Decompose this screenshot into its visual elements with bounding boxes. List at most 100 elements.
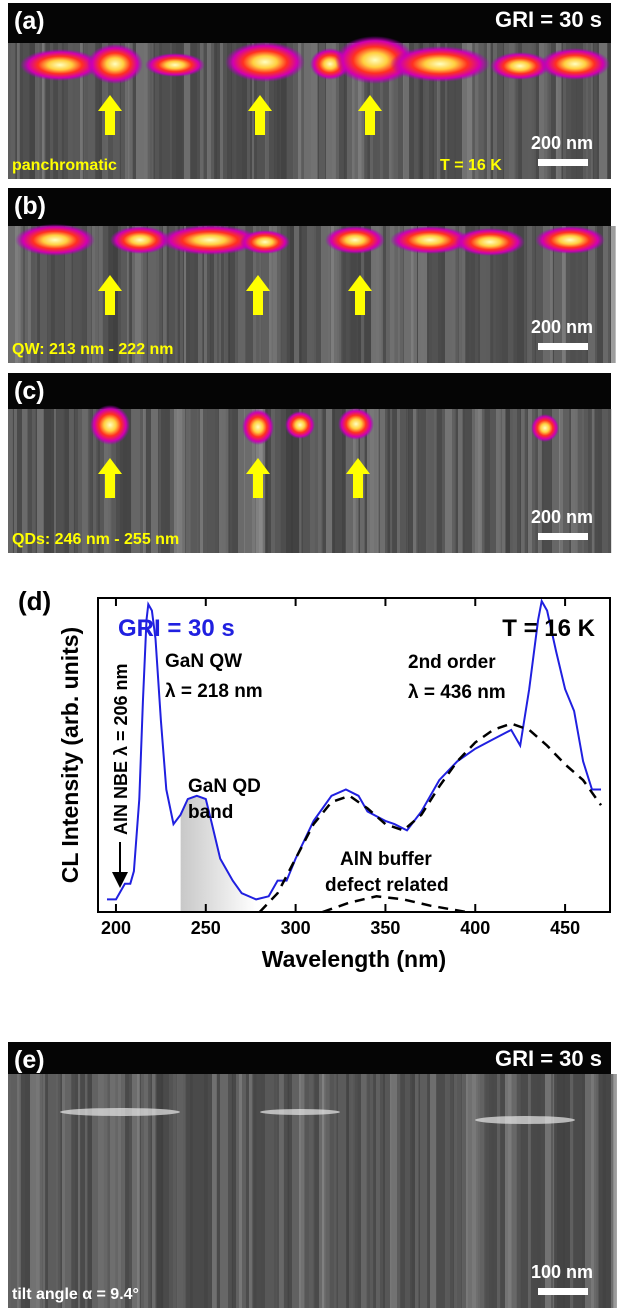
image-texture [588,226,598,363]
image-texture [552,409,560,553]
panel-label: (a) [14,7,45,35]
image-texture [524,226,527,363]
image-texture [462,1074,468,1308]
image-texture [607,43,611,179]
image-texture [217,226,220,363]
image-texture [165,409,170,553]
image-texture [322,1074,325,1308]
image-texture [252,1074,260,1308]
image-texture [420,1074,428,1308]
image-texture [414,43,419,179]
image-texture [462,226,466,363]
image-texture [265,1074,275,1308]
image-texture [277,43,280,179]
image-texture [557,1074,565,1308]
annotation: T = 16 K [502,615,595,642]
image-texture [591,1074,598,1308]
image-texture [148,226,160,363]
image-texture [136,43,148,179]
image-texture [427,1074,431,1308]
image-texture [551,1074,554,1308]
scale-bar-label: 100 nm [531,1262,593,1282]
image-texture [299,1074,305,1308]
image-texture [30,43,39,179]
cl-emission [15,224,95,256]
image-texture [465,409,474,553]
image-texture [319,43,326,179]
image-texture [14,409,17,553]
image-texture [127,226,130,363]
image-texture [452,226,459,363]
image-texture [522,43,532,179]
image-texture [563,1074,574,1308]
image-texture [71,1074,81,1308]
image-texture [389,43,394,179]
image-texture [318,409,323,553]
image-texture [51,409,63,553]
image-texture [475,226,479,363]
image-texture [326,409,333,553]
image-texture [286,409,294,553]
image-texture [69,409,74,553]
image-texture [479,1074,486,1308]
cl-emission [90,405,130,445]
image-texture [242,43,251,179]
image-texture [586,43,589,179]
yellow-arrow [98,95,122,135]
image-texture [352,43,362,179]
image-texture [543,226,553,363]
image-texture [361,1074,368,1308]
image-texture [273,226,277,363]
image-texture [137,1074,140,1308]
scale-bar-label: 200 nm [531,507,593,527]
image-texture [88,1074,93,1308]
plot-frame [97,597,611,913]
image-texture [383,43,389,179]
image-texture [582,226,586,363]
image-texture [135,226,147,363]
image-texture [88,409,93,553]
x-tick-label: 400 [460,918,490,938]
image-texture [163,226,167,363]
image-texture [147,409,153,553]
cl-emission [242,409,274,445]
cl-emission [335,36,415,84]
image-texture [452,409,456,553]
image-texture [57,409,64,553]
micrograph: (b) QW: 213 nm - 222 nm 200 nm [8,188,616,363]
image-texture [304,43,311,179]
image-texture [309,1074,313,1308]
image-texture [17,1074,21,1308]
image-texture [204,226,210,363]
image-texture [490,226,494,363]
image-texture [307,226,317,363]
image-texture [121,226,128,363]
scale-bar-label: 200 nm [531,133,593,153]
scale-bar [538,159,588,166]
image-texture [184,226,187,363]
image-texture [571,226,579,363]
image-texture [525,409,528,553]
image-texture [445,1074,454,1308]
image-texture [416,409,421,553]
image-texture [483,43,488,179]
image-texture [189,409,199,553]
panel-note: QDs: 246 nm - 255 nm [12,531,179,548]
x-tick-label: 250 [191,918,221,938]
image-texture [121,43,128,179]
image-texture [87,226,92,363]
panel-note: GRI = 30 s [495,7,602,32]
image-texture [169,226,177,363]
image-texture [262,226,272,363]
image-texture [508,1074,517,1308]
image-texture [506,409,513,553]
image-texture [43,1074,46,1308]
panel-note: QW: 213 nm - 222 nm [12,341,174,358]
image-texture [403,43,410,179]
image-texture [606,1074,614,1308]
cl-emission [160,225,260,255]
spectrum-line [258,722,603,913]
image-texture [595,226,604,363]
panel-note: T = 16 K [440,157,502,174]
